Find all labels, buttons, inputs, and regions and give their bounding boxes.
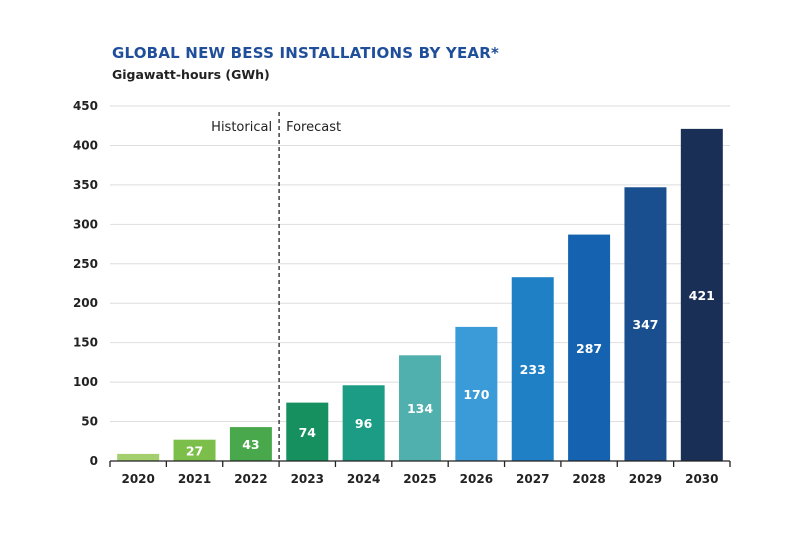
- bar-2024: [342, 385, 385, 461]
- y-tick-label: 300: [73, 217, 98, 231]
- bar-2023: [286, 402, 329, 461]
- data-label-2026: 170: [463, 387, 489, 402]
- bars: [117, 128, 723, 461]
- bar-2021: [173, 439, 216, 461]
- x-tick-label: 2023: [291, 472, 324, 486]
- data-labels: 27 43 74 96 134 170 233 287 347 421: [186, 288, 715, 458]
- y-axis-ticks: 0 50 100 150 200 250 300 350 400 450: [73, 99, 98, 468]
- x-axis: 2020 2021 2022 2023 2024 2025 2026 2027 2028 2029…: [109, 460, 731, 486]
- y-tick-label: 50: [81, 415, 98, 429]
- x-tick-label: 2024: [347, 472, 380, 486]
- forecast-label: Forecast: [286, 120, 341, 135]
- y-tick-label: 100: [73, 375, 98, 389]
- bar-2026: [455, 326, 498, 461]
- data-label-2029: 347: [632, 317, 658, 332]
- region-divider: Historical Forecast: [211, 112, 341, 461]
- bar-2028: [568, 234, 611, 461]
- data-label-2021: 27: [186, 443, 203, 458]
- data-label-2024: 96: [355, 416, 373, 431]
- historical-label: Historical: [211, 120, 272, 135]
- x-tick-label: 2026: [460, 472, 493, 486]
- x-tick-label: 2021: [178, 472, 211, 486]
- data-label-2030: 421: [689, 288, 715, 303]
- y-tick-label: 0: [90, 454, 98, 468]
- data-label-2023: 74: [299, 425, 317, 440]
- bar-2020: [117, 453, 160, 461]
- y-axis-label: Gigawatt-hours (GWh): [112, 67, 270, 82]
- x-tick-label: 2027: [516, 472, 549, 486]
- x-tick-label: 2028: [572, 472, 605, 486]
- data-label-2025: 134: [407, 401, 433, 416]
- y-tick-label: 250: [73, 257, 98, 271]
- bar-2029: [624, 187, 667, 461]
- bar-2022: [229, 427, 272, 461]
- x-tick-label: 2029: [629, 472, 662, 486]
- data-label-2027: 233: [520, 362, 546, 377]
- bar-2030: [680, 128, 723, 461]
- x-tick-label: 2030: [685, 472, 718, 486]
- bar-2025: [399, 355, 441, 461]
- y-tick-label: 450: [73, 99, 98, 113]
- y-tick-label: 200: [73, 296, 98, 310]
- x-tick-label: 2025: [403, 472, 436, 486]
- x-tick-label: 2022: [234, 472, 267, 486]
- data-label-2022: 43: [242, 437, 259, 452]
- data-label-2028: 287: [576, 341, 602, 356]
- y-tick-label: 150: [73, 336, 98, 350]
- y-tick-label: 400: [73, 138, 98, 152]
- bar-2027: [511, 277, 554, 461]
- chart-title: GLOBAL NEW BESS INSTALLATIONS BY YEAR*: [112, 44, 500, 62]
- x-tick-label: 2020: [121, 472, 154, 486]
- y-tick-label: 350: [73, 178, 98, 192]
